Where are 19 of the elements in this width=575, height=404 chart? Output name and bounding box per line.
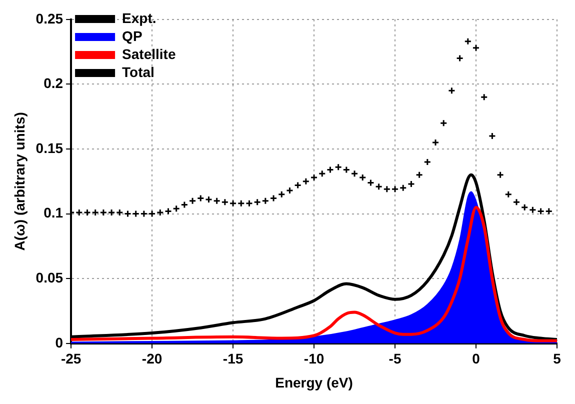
legend-label: QP (122, 28, 142, 44)
y-tick-label: 0.25 (36, 10, 64, 26)
y-tick-label: 0.1 (44, 204, 64, 221)
x-tick-label: -25 (60, 350, 82, 367)
legend-label: Satellite (122, 46, 176, 62)
legend-label: Total (122, 64, 154, 80)
y-tick-label: 0.05 (36, 269, 64, 286)
x-axis-title: Energy (eV) (275, 374, 353, 390)
x-tick-label: 0 (472, 350, 480, 367)
y-axis-title: A(ω) (arbitrary units) (11, 112, 28, 251)
x-tick-label: -5 (388, 350, 402, 367)
y-tick-label: 0 (55, 334, 64, 350)
x-tick-label: 5 (553, 350, 562, 367)
x-tick-label: -15 (222, 350, 244, 367)
legend-label: Expt. (122, 10, 156, 26)
x-tick-label: -10 (304, 350, 324, 367)
y-tick-label: 0.15 (36, 140, 64, 156)
x-tick-label: -20 (142, 350, 162, 367)
y-tick-label: 0.2 (44, 75, 64, 92)
